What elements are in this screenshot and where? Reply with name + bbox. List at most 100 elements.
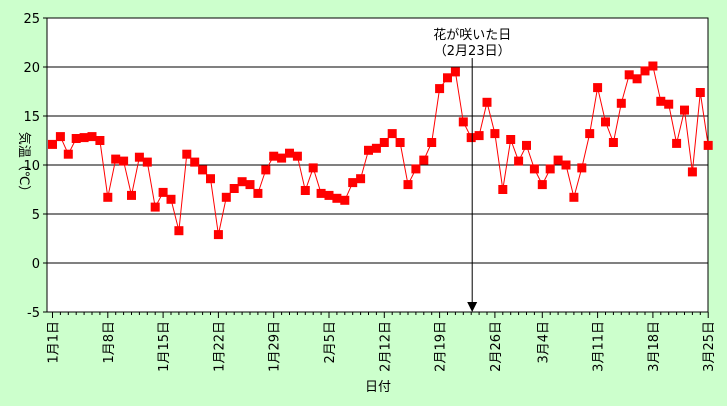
data-point: [174, 226, 184, 236]
y-tick-label: 15: [23, 110, 40, 125]
data-point: [119, 156, 129, 166]
y-axis-ticks: -5 0 5 10 15 20 25: [23, 12, 47, 321]
x-tick-label: 3月4日: [536, 321, 551, 364]
annotation: 花が咲いた日 （2月23日）: [433, 27, 511, 312]
data-point: [450, 67, 460, 77]
data-point: [443, 73, 452, 83]
x-tick-label: 2月12日: [378, 321, 393, 372]
data-point: [206, 174, 215, 184]
data-point: [387, 129, 397, 139]
data-point: [237, 177, 247, 187]
data-point: [577, 163, 587, 173]
data-point: [395, 138, 405, 147]
data-point: [277, 153, 287, 163]
data-point: [435, 84, 445, 94]
data-point: [71, 134, 81, 143]
data-point: [198, 165, 208, 175]
data-point: [253, 188, 263, 198]
x-tick-label: 3月25日: [702, 321, 717, 372]
data-point: [292, 151, 302, 161]
y-axis-label: 気温（℃）: [16, 132, 32, 199]
annotation-label: 花が咲いた日: [433, 27, 511, 43]
data-point: [672, 138, 682, 148]
data-point: [111, 154, 121, 164]
data-point: [411, 164, 421, 174]
data-point: [545, 164, 555, 174]
data-point: [308, 163, 318, 173]
data-point: [340, 195, 350, 205]
data-point: [213, 230, 223, 240]
data-point: [616, 98, 626, 108]
data-point: [48, 139, 57, 149]
data-point: [134, 152, 144, 162]
data-point: [324, 190, 334, 200]
data-point: [245, 180, 255, 190]
data-point: [285, 148, 294, 158]
gridlines: [47, 66, 708, 264]
data-point: [158, 187, 168, 197]
series-markers: [48, 61, 713, 240]
data-point: [585, 129, 595, 139]
x-tick-label: 1月1日: [47, 321, 62, 364]
x-tick-label: 1月15日: [157, 321, 172, 372]
data-point: [601, 117, 610, 127]
x-axis-ticks: 1月1日 1月8日 1月15日 1月22日 1月29日 2月5日 2月12日 2月19日 2月2…: [47, 312, 717, 372]
data-point: [348, 178, 358, 188]
data-point: [427, 138, 437, 147]
data-point: [529, 164, 539, 174]
data-point: [95, 136, 105, 145]
x-tick-label: 2月26日: [489, 321, 504, 372]
data-point: [379, 138, 389, 147]
data-point: [190, 157, 200, 167]
data-point: [537, 180, 547, 190]
data-point: [490, 129, 500, 139]
data-point: [221, 192, 231, 202]
data-point: [632, 74, 642, 84]
data-point: [87, 132, 97, 142]
data-point: [103, 192, 113, 202]
data-point: [498, 185, 508, 194]
data-point: [127, 190, 136, 200]
data-point: [166, 194, 176, 204]
x-tick-label: 2月5日: [323, 321, 338, 364]
x-tick-label: 2月19日: [434, 321, 449, 372]
annotation-date-label: （2月23日）: [434, 44, 511, 59]
y-tick-label: 5: [32, 208, 40, 223]
data-point: [364, 145, 373, 155]
data-point: [687, 167, 697, 177]
data-point: [300, 186, 310, 195]
data-point: [680, 105, 689, 115]
data-point: [553, 155, 563, 165]
x-tick-label: 1月8日: [102, 321, 117, 364]
data-point: [403, 180, 413, 190]
data-point: [142, 157, 152, 167]
data-point: [79, 133, 89, 143]
data-point: [648, 61, 658, 71]
data-point: [356, 174, 366, 184]
data-point: [466, 133, 476, 143]
data-point: [522, 140, 531, 150]
data-point: [371, 143, 381, 153]
data-point: [593, 83, 603, 93]
data-point: [55, 132, 65, 142]
data-point: [664, 99, 674, 109]
y-tick-label: 10: [23, 159, 40, 174]
data-point: [624, 70, 634, 80]
y-tick-label: -5: [27, 306, 40, 321]
data-point: [608, 138, 618, 147]
x-tick-label: 1月22日: [212, 321, 227, 372]
data-point: [261, 165, 271, 175]
x-tick-label: 3月11日: [592, 321, 607, 372]
x-tick-label: 1月29日: [268, 321, 283, 372]
data-point: [640, 66, 650, 76]
data-point: [182, 149, 192, 159]
annotation-arrow-head: [467, 302, 478, 312]
data-point: [514, 156, 524, 166]
data-point: [482, 97, 492, 107]
data-point: [419, 155, 429, 165]
data-point: [458, 117, 468, 127]
y-tick-label: 25: [23, 12, 40, 27]
x-tick-label: 3月18日: [647, 321, 662, 372]
